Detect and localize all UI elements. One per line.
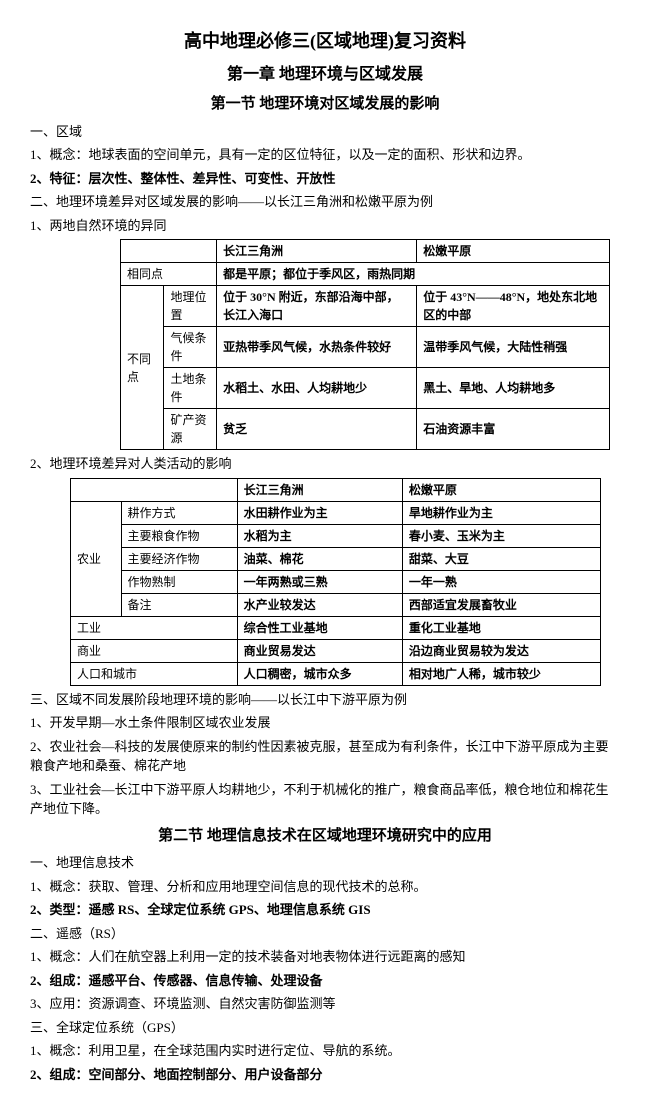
text-line-bold: 2、类型：遥感 RS、全球定位系统 GPS、地理信息系统 GIS: [30, 900, 620, 920]
table-cell: 贫乏: [217, 409, 417, 450]
table-cell: 矿产资源: [164, 409, 217, 450]
table-header: 松嫩平原: [402, 478, 600, 501]
text-line: 二、地理环境差异对区域发展的影响——以长江三角洲和松嫩平原为例: [30, 192, 620, 212]
table-cell: 位于 43°N——48°N，地处东北地区的中部: [417, 286, 609, 327]
table-cell: 石油资源丰富: [417, 409, 609, 450]
text-line: 三、区域不同发展阶段地理环境的影响——以长江中下游平原为例: [30, 690, 620, 710]
text-line: 1、概念：人们在航空器上利用一定的技术装备对地表物体进行远距离的感知: [30, 947, 620, 967]
doc-title: 高中地理必修三(区域地理)复习资料: [30, 28, 620, 55]
table-cell: 春小麦、玉米为主: [402, 524, 600, 547]
table-cell: 商业: [71, 639, 238, 662]
table-cell: 相对地广人稀，城市较少: [402, 662, 600, 685]
table-header: 长江三角洲: [237, 478, 402, 501]
table-cell: 气候条件: [164, 327, 217, 368]
table-cell: 工业: [71, 616, 238, 639]
table-cell: 黑土、旱地、人均耕地多: [417, 368, 609, 409]
table-cell: 相同点: [121, 263, 217, 286]
table-cell: 土地条件: [164, 368, 217, 409]
table-cell: 备注: [121, 593, 237, 616]
text-line: 一、区域: [30, 122, 620, 142]
text-line-bold: 2、特征：层次性、整体性、差异性、可变性、开放性: [30, 169, 620, 189]
table-cell: 都是平原；都位于季风区，雨热同期: [217, 263, 610, 286]
table-cell: 油菜、棉花: [237, 547, 402, 570]
text-line: 1、概念：利用卫星，在全球范围内实时进行定位、导航的系统。: [30, 1041, 620, 1061]
text-line: 1、概念：获取、管理、分析和应用地理空间信息的现代技术的总称。: [30, 877, 620, 897]
table-cell: 甜菜、大豆: [402, 547, 600, 570]
table-cell: [71, 478, 238, 501]
table-cell: 水田耕作业为主: [237, 501, 402, 524]
table-cell: 重化工业基地: [402, 616, 600, 639]
table-cell: 作物熟制: [121, 570, 237, 593]
table-2: 长江三角洲 松嫩平原 农业 耕作方式 水田耕作业为主 旱地耕作业为主 主要粮食作…: [70, 478, 601, 686]
text-line: 3、工业社会—长江中下游平原人均耕地少，不利于机械化的推广，粮食商品率低，粮仓地…: [30, 780, 620, 819]
section-1: 第一节 地理环境对区域发展的影响: [30, 93, 620, 116]
text-line: 1、两地自然环境的异同: [30, 216, 620, 236]
text-line-bold: 2、组成：遥感平台、传感器、信息传输、处理设备: [30, 971, 620, 991]
table-cell: [121, 240, 217, 263]
table-cell: 耕作方式: [121, 501, 237, 524]
text-line-bold: 2、组成：空间部分、地面控制部分、用户设备部分: [30, 1065, 620, 1085]
text-line: 三、全球定位系统（GPS）: [30, 1018, 620, 1038]
table-header: 松嫩平原: [417, 240, 609, 263]
table-cell: 综合性工业基地: [237, 616, 402, 639]
text-line: 2、地理环境差异对人类活动的影响: [30, 454, 620, 474]
table-cell: 人口和城市: [71, 662, 238, 685]
text-line: 1、概念：地球表面的空间单元，具有一定的区位特征，以及一定的面积、形状和边界。: [30, 145, 620, 165]
text-line: 一、地理信息技术: [30, 853, 620, 873]
table-cell: 不同点: [121, 286, 164, 450]
table-cell: 人口稠密，城市众多: [237, 662, 402, 685]
table-cell: 西部适宜发展畜牧业: [402, 593, 600, 616]
text-line: 二、遥感（RS）: [30, 924, 620, 944]
table-cell: 商业贸易发达: [237, 639, 402, 662]
table-header: 长江三角洲: [217, 240, 417, 263]
table-1: 长江三角洲 松嫩平原 相同点 都是平原；都位于季风区，雨热同期 不同点 地理位置…: [120, 239, 610, 450]
table-cell: 主要粮食作物: [121, 524, 237, 547]
table-cell: 水产业较发达: [237, 593, 402, 616]
table-cell: 一年两熟或三熟: [237, 570, 402, 593]
table-cell: 温带季风气候，大陆性稍强: [417, 327, 609, 368]
table-cell: 亚热带季风气候，水热条件较好: [217, 327, 417, 368]
table-cell: 水稻为主: [237, 524, 402, 547]
table-cell: 主要经济作物: [121, 547, 237, 570]
text-line: 1、开发早期—水土条件限制区域农业发展: [30, 713, 620, 733]
table-cell: 地理位置: [164, 286, 217, 327]
table-cell: 农业: [71, 501, 122, 616]
table-cell: 沿边商业贸易较为发达: [402, 639, 600, 662]
table-cell: 位于 30°N 附近，东部沿海中部，长江入海口: [217, 286, 417, 327]
chapter-1: 第一章 地理环境与区域发展: [30, 63, 620, 87]
text-line: 3、应用：资源调查、环境监测、自然灾害防御监测等: [30, 994, 620, 1014]
text-line: 2、农业社会—科技的发展使原来的制约性因素被克服，甚至成为有利条件，长江中下游平…: [30, 737, 620, 776]
table-cell: 旱地耕作业为主: [402, 501, 600, 524]
table-cell: 一年一熟: [402, 570, 600, 593]
table-cell: 水稻土、水田、人均耕地少: [217, 368, 417, 409]
section-2: 第二节 地理信息技术在区域地理环境研究中的应用: [30, 825, 620, 848]
